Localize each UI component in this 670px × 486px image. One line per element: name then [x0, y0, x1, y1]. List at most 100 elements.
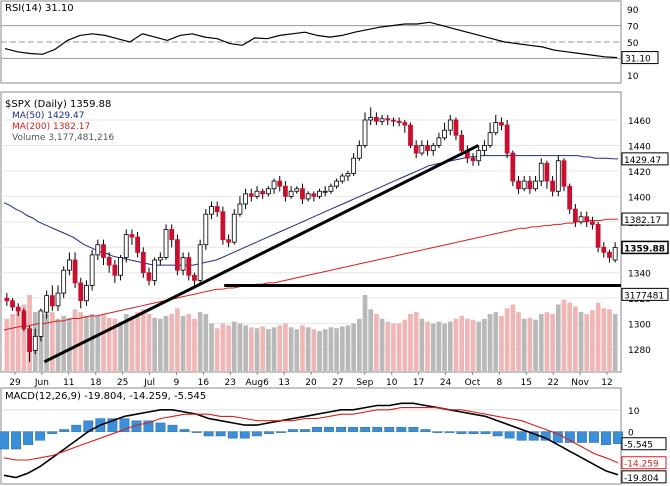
candle-body: [265, 188, 271, 195]
candle-body: [78, 282, 84, 302]
macd-histogram-bar: [420, 429, 431, 432]
ma200-line: [3, 218, 619, 331]
volume-bar: [288, 327, 294, 371]
macd-histogram-bar: [288, 429, 298, 432]
candle-body: [476, 150, 482, 162]
candles: [4, 107, 618, 362]
candle-body: [294, 188, 300, 192]
macd-panel: [0, 387, 622, 485]
macd-histogram-bar: [0, 431, 9, 450]
macd-histogram-bar: [601, 431, 611, 445]
volume-bar: [578, 312, 584, 371]
candle-body: [66, 259, 72, 271]
candle-body: [49, 295, 55, 307]
candle-body: [84, 285, 89, 302]
candle-body: [362, 119, 368, 146]
rsi-tick-labels: 907050301031.10: [621, 6, 659, 82]
volume-bar: [504, 308, 510, 371]
macd-histogram-bar: [59, 429, 70, 432]
volume-bar: [277, 325, 283, 371]
volume-bar: [317, 331, 322, 371]
candle-body: [351, 157, 357, 174]
candle-body: [408, 124, 413, 146]
trendlines: [43, 144, 621, 364]
candle-body: [601, 246, 607, 253]
candle-body: [595, 223, 601, 248]
x-tick-label: 27: [332, 378, 343, 388]
volume-bar: [339, 326, 345, 371]
candle-body: [442, 129, 447, 139]
candle-body: [413, 145, 419, 154]
x-tick-label: 13: [278, 378, 289, 388]
macd-histogram-bar: [552, 431, 563, 443]
candle-body: [584, 216, 590, 223]
candle-body: [470, 157, 476, 162]
volume-bar: [84, 315, 89, 371]
volume-bar: [447, 321, 453, 371]
macd-histogram-bar: [263, 431, 274, 435]
volume-bar: [470, 319, 476, 371]
rsi-tick-label: 90: [627, 6, 639, 16]
candle-body: [300, 188, 305, 200]
candle-body: [197, 244, 203, 281]
volume-bar: [169, 314, 175, 371]
x-tick-label: 29: [9, 378, 21, 388]
price-tick-label: 1280: [628, 346, 651, 356]
candle-body: [260, 190, 266, 195]
price-tag-box: [621, 152, 669, 166]
volume-bar: [453, 318, 459, 371]
candle-body: [305, 193, 311, 200]
volume-bar: [95, 315, 101, 371]
volume-bar: [419, 318, 425, 371]
macd-histogram-bar: [239, 431, 250, 439]
volume-bar: [67, 317, 72, 371]
volume-bar: [356, 318, 362, 371]
x-tick-label: 9: [174, 378, 180, 388]
volume-bar: [374, 314, 379, 371]
volume-bar: [226, 325, 231, 371]
candle-body: [101, 244, 106, 258]
volume-bar: [561, 299, 567, 371]
macd-series-line: [3, 407, 619, 464]
macd-histogram-bar: [576, 431, 587, 443]
candle-body: [402, 122, 408, 126]
x-tick-label: 24: [440, 378, 452, 388]
volume-bar: [158, 318, 163, 371]
volume-bar: [78, 312, 84, 371]
price-tag-label: 1429.47: [624, 156, 661, 166]
volume-bar: [61, 315, 67, 371]
candle-body: [396, 120, 402, 123]
rsi-value-tag-label: 31.10: [625, 55, 651, 65]
price-tag-label: 3177481: [624, 291, 664, 301]
candle-body: [538, 162, 544, 182]
candle-body: [140, 251, 146, 274]
macd-histogram-bar: [504, 431, 515, 439]
macd-histogram-bar: [11, 431, 21, 450]
volume-bar: [328, 327, 334, 371]
macd-histogram-bar: [480, 431, 491, 435]
candle-body: [129, 234, 135, 238]
legend-ma200: MA(200) 1382.17: [12, 122, 90, 132]
candle-body: [527, 180, 533, 190]
volume-bar: [595, 302, 601, 371]
candle-body: [237, 203, 243, 215]
volume-bars: [4, 295, 618, 371]
volume-bar: [254, 328, 260, 371]
rsi-label: RSI(14) 31.10: [5, 3, 74, 14]
macd-histogram-bar: [300, 429, 310, 432]
volume-bar: [135, 312, 140, 371]
candle-body: [510, 152, 516, 182]
volume-bar: [368, 309, 374, 371]
rsi-series-line: [4, 21, 618, 59]
candle-body: [55, 292, 61, 307]
rsi-line: [4, 21, 618, 59]
x-tick-label: Sep: [356, 378, 373, 388]
macd-histogram-bar: [396, 427, 407, 432]
volume-bar: [510, 304, 516, 371]
candle-body: [38, 310, 44, 337]
macd-histogram-bar: [23, 431, 34, 445]
volume-bar: [300, 325, 305, 371]
price-tag-box: [621, 212, 669, 226]
candle-body: [499, 122, 504, 126]
macd-histogram-bar: [143, 420, 154, 432]
